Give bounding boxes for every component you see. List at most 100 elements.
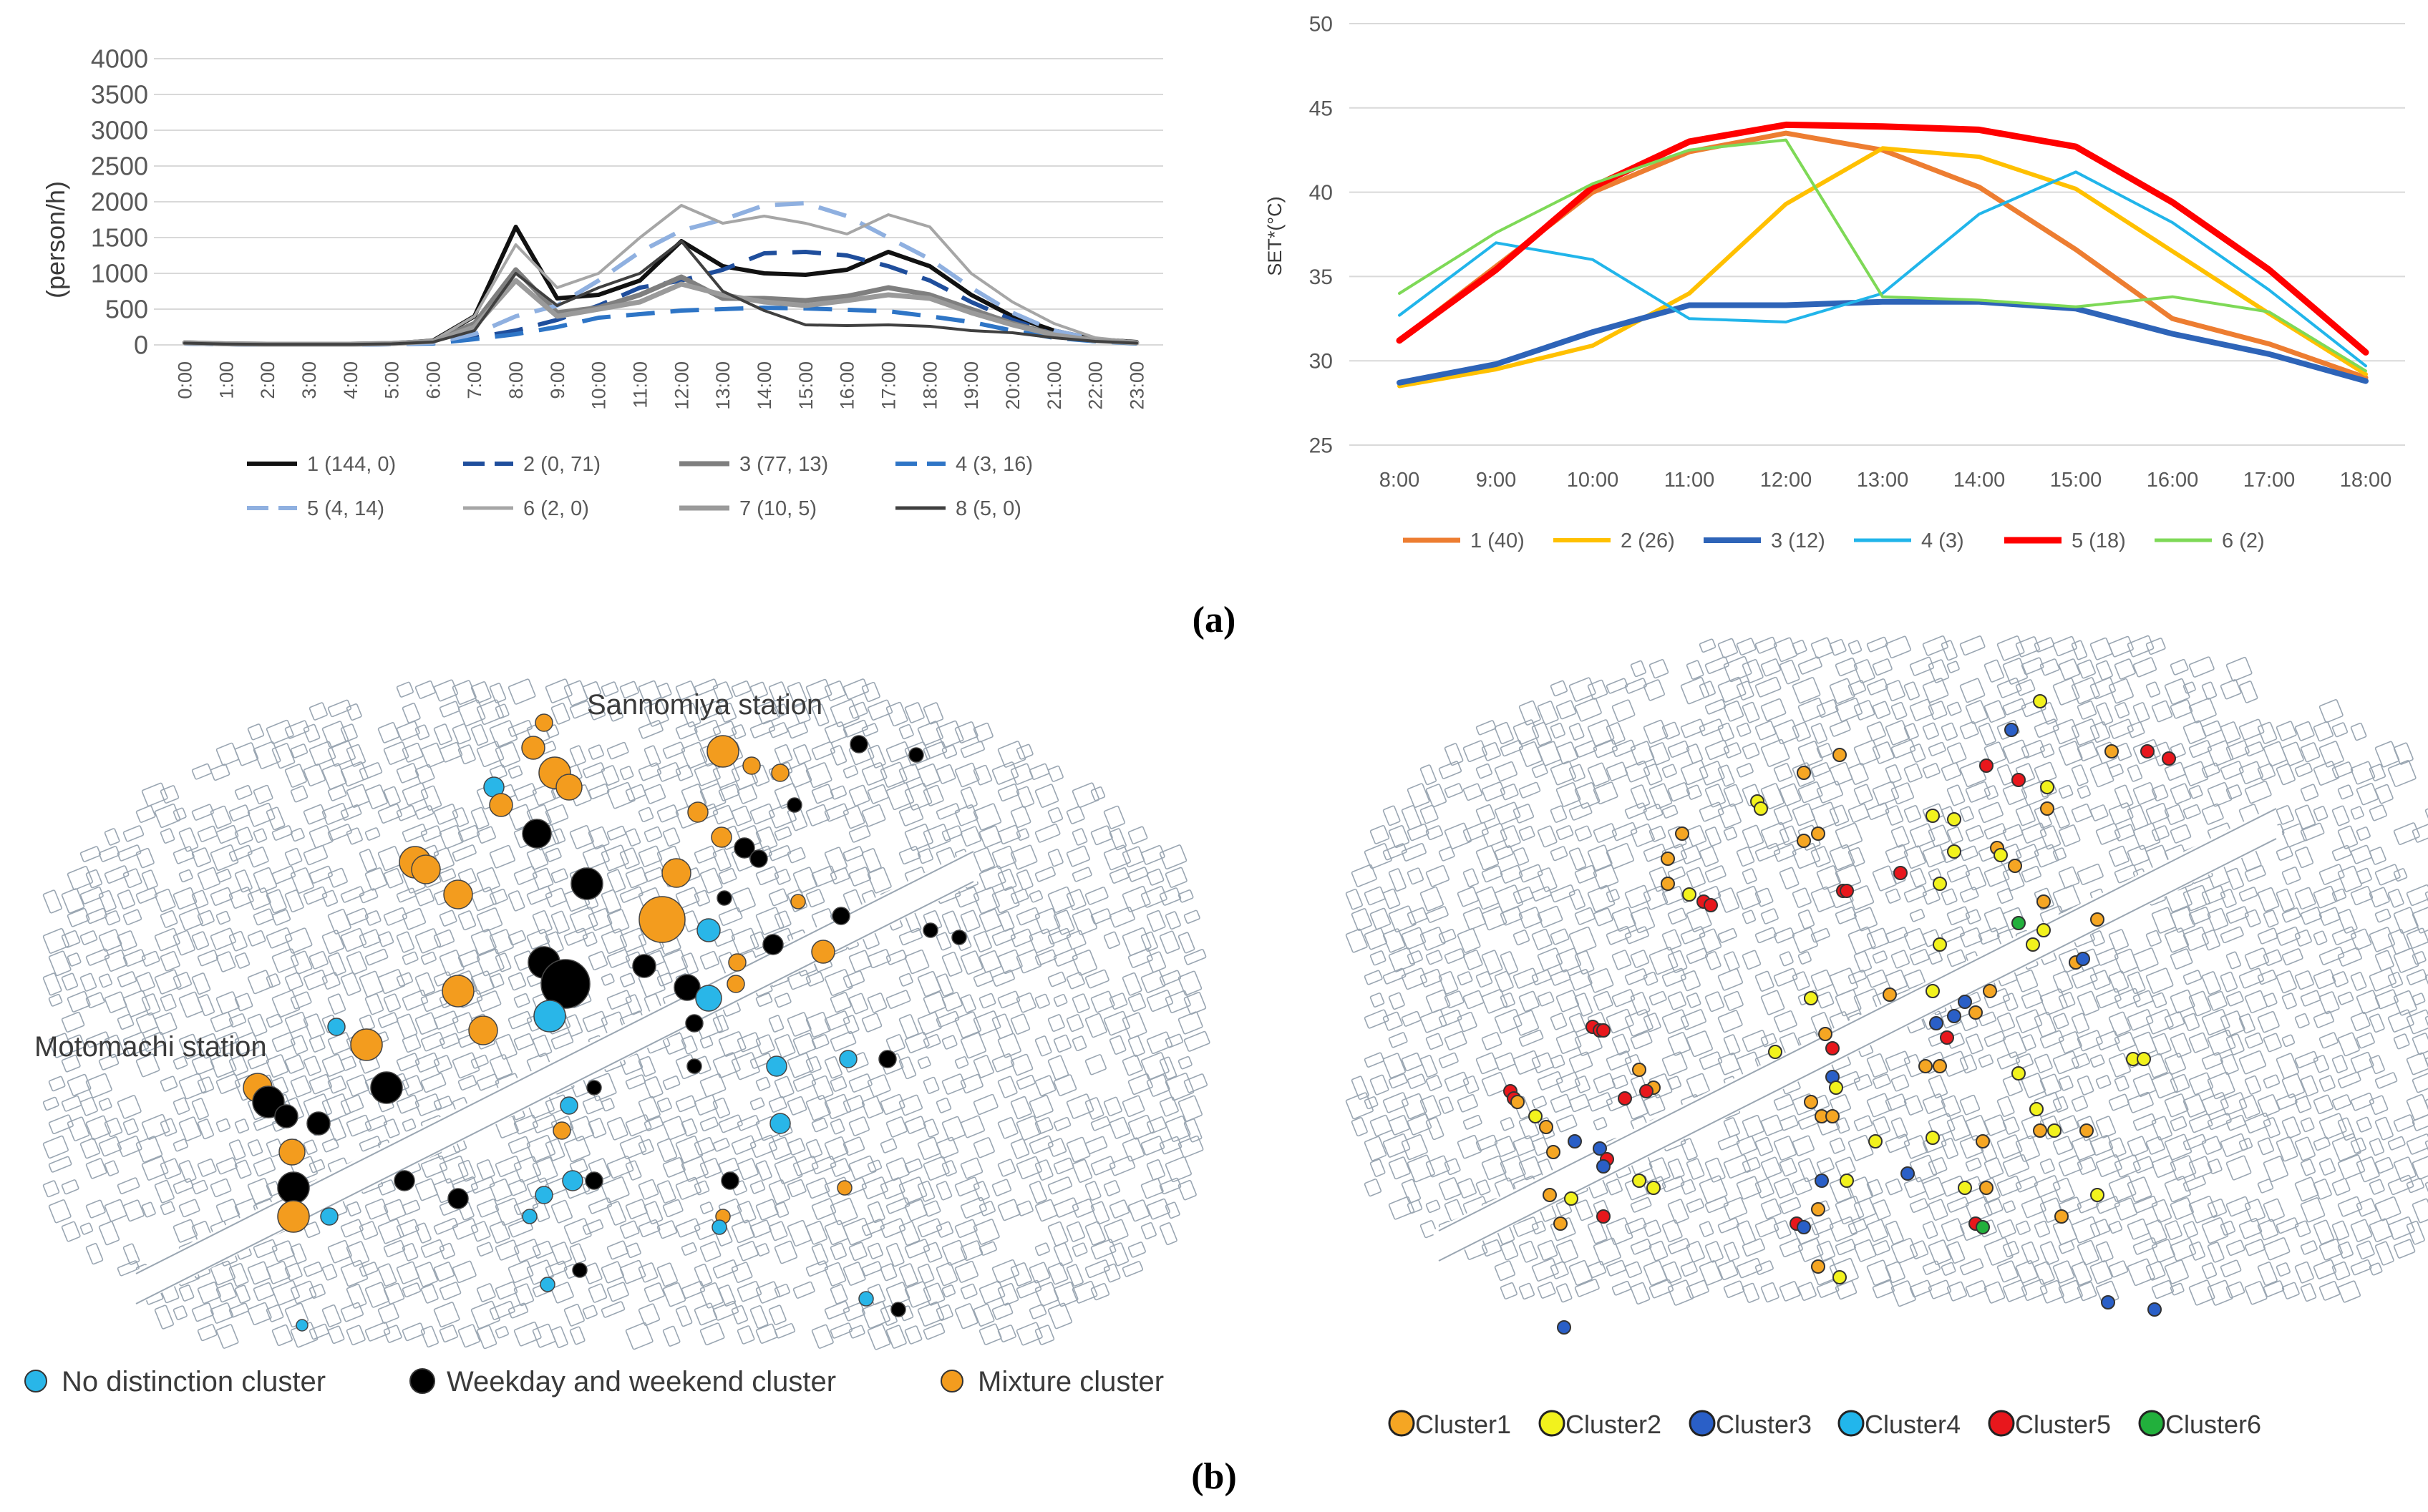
building-block xyxy=(1587,844,1613,872)
building-block xyxy=(749,1219,772,1238)
building-block xyxy=(1034,949,1057,966)
building-block xyxy=(290,950,313,975)
building-block xyxy=(1550,969,1571,986)
building-block xyxy=(532,1114,558,1133)
building-block xyxy=(247,802,276,827)
building-block xyxy=(1177,1055,1193,1070)
building-block xyxy=(2034,637,2055,653)
building-block xyxy=(811,1156,837,1175)
building-block xyxy=(48,993,63,1007)
building-block xyxy=(1537,991,1555,1007)
building-block xyxy=(173,1097,190,1115)
right-map-cluster-markers xyxy=(1503,694,2176,1335)
building-block xyxy=(1518,990,1540,1013)
building-block xyxy=(1699,1221,1714,1237)
building-block xyxy=(321,1264,338,1281)
building-block xyxy=(830,1030,857,1052)
building-block xyxy=(2220,721,2241,744)
building-block xyxy=(2337,991,2354,1005)
building-block xyxy=(638,1219,661,1238)
building-block xyxy=(2318,699,2344,723)
building-block xyxy=(830,1242,847,1260)
building-block xyxy=(1165,1033,1184,1048)
building-block xyxy=(1983,700,2006,723)
building-block xyxy=(1574,950,1595,975)
building-block xyxy=(997,949,1023,975)
building-block xyxy=(377,846,403,872)
legend-marker-cluster6 xyxy=(2138,1410,2165,1437)
building-block xyxy=(625,994,642,1015)
building-block xyxy=(135,1012,158,1034)
building-block xyxy=(1686,660,1704,680)
building-block xyxy=(396,1219,419,1238)
building-block xyxy=(215,910,231,925)
chart2-gridlines xyxy=(1349,23,2405,446)
building-block xyxy=(2350,761,2376,785)
building-block xyxy=(476,867,500,893)
building-block xyxy=(1853,1115,1873,1131)
building-block xyxy=(749,681,768,700)
building-block xyxy=(563,1304,585,1327)
building-block xyxy=(2077,990,2099,1016)
building-block xyxy=(2132,702,2150,723)
pedestrian-flow-chart: (person/h) 05001000150020002500300035004… xyxy=(41,44,1163,520)
building-block xyxy=(160,1076,178,1092)
building-block xyxy=(2313,721,2334,742)
building-block xyxy=(1165,990,1191,1013)
building-block xyxy=(1885,1220,1904,1245)
building-block xyxy=(321,972,341,990)
building-block xyxy=(712,681,733,703)
building-block xyxy=(1425,784,1447,808)
building-block xyxy=(508,1179,528,1196)
building-block xyxy=(718,784,740,801)
building-block xyxy=(1983,785,1999,800)
building-block xyxy=(1946,906,1971,925)
building-block xyxy=(936,1181,953,1201)
building-block xyxy=(2238,681,2258,703)
x-tick-label: 1:00 xyxy=(215,361,237,399)
building-block xyxy=(2244,741,2264,757)
building-block xyxy=(2313,885,2338,909)
building-block xyxy=(681,1280,706,1299)
building-block xyxy=(979,1200,996,1216)
building-block xyxy=(619,927,647,952)
building-block xyxy=(1568,802,1593,821)
building-block xyxy=(1909,656,1934,676)
building-block xyxy=(1550,761,1577,786)
building-block xyxy=(2294,1136,2316,1161)
building-block xyxy=(991,1179,1012,1196)
building-block xyxy=(61,1054,81,1073)
building-block xyxy=(842,1095,865,1113)
cluster-marker xyxy=(1804,991,1818,1005)
building-block xyxy=(414,680,436,699)
building-block xyxy=(941,1239,968,1266)
building-block xyxy=(941,1160,957,1177)
building-block xyxy=(1518,781,1541,799)
building-block xyxy=(1983,1281,2006,1304)
building-block xyxy=(997,1282,1019,1306)
building-block xyxy=(1699,928,1722,953)
building-block xyxy=(1574,825,1592,842)
building-block xyxy=(606,869,626,893)
building-block xyxy=(377,1179,396,1196)
building-block xyxy=(1630,1282,1651,1305)
building-block xyxy=(1717,676,1747,703)
building-block xyxy=(1364,1179,1382,1197)
building-block xyxy=(253,828,268,844)
building-block xyxy=(718,1114,743,1133)
building-block xyxy=(1010,888,1029,904)
building-block xyxy=(1996,1175,2022,1196)
legend-marker-cluster1 xyxy=(1388,1410,1415,1437)
building-block xyxy=(805,678,832,703)
building-block xyxy=(396,972,414,987)
building-block xyxy=(1388,992,1405,1010)
building-block xyxy=(508,720,533,737)
cluster-marker xyxy=(1818,1027,1832,1041)
building-block xyxy=(117,930,137,952)
building-block xyxy=(1159,970,1182,986)
cluster-marker xyxy=(727,975,745,993)
building-block xyxy=(936,1010,960,1028)
building-block xyxy=(1568,926,1597,955)
building-block xyxy=(656,762,681,782)
